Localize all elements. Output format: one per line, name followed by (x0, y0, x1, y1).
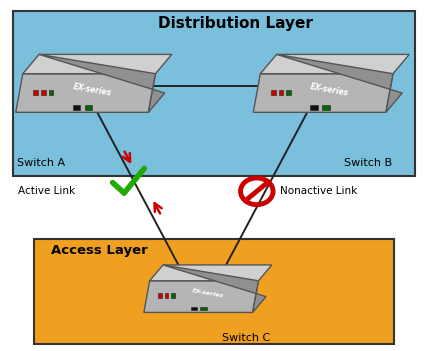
Text: Nonactive Link: Nonactive Link (280, 186, 357, 196)
Text: Switch A: Switch A (17, 158, 65, 168)
Bar (190, 307, 197, 310)
Text: Switch C: Switch C (222, 333, 270, 343)
Bar (41, 90, 46, 95)
Polygon shape (253, 74, 393, 112)
Bar (271, 90, 276, 95)
Bar (322, 105, 330, 110)
Text: Switch B: Switch B (344, 158, 392, 168)
Text: EX-series: EX-series (309, 82, 350, 98)
Text: EX-series: EX-series (72, 82, 112, 98)
Bar (165, 293, 169, 298)
Polygon shape (16, 74, 155, 112)
Bar (279, 90, 283, 95)
Bar (200, 307, 207, 310)
Bar (286, 90, 291, 95)
FancyBboxPatch shape (34, 239, 394, 344)
Bar (310, 105, 318, 110)
Bar (171, 293, 175, 298)
Text: Distribution Layer: Distribution Layer (158, 16, 313, 31)
FancyBboxPatch shape (13, 11, 415, 176)
Polygon shape (260, 54, 409, 74)
Polygon shape (163, 265, 266, 312)
Text: Active Link: Active Link (18, 186, 75, 196)
Text: EX-series: EX-series (191, 289, 224, 299)
Bar (85, 105, 92, 110)
Polygon shape (39, 54, 165, 112)
Bar (49, 90, 54, 95)
Bar (33, 90, 38, 95)
Bar (158, 293, 162, 298)
Polygon shape (276, 54, 402, 112)
Text: Access Layer: Access Layer (51, 244, 148, 257)
Polygon shape (144, 281, 259, 312)
Polygon shape (23, 54, 172, 74)
Polygon shape (150, 265, 272, 281)
Bar (73, 105, 80, 110)
